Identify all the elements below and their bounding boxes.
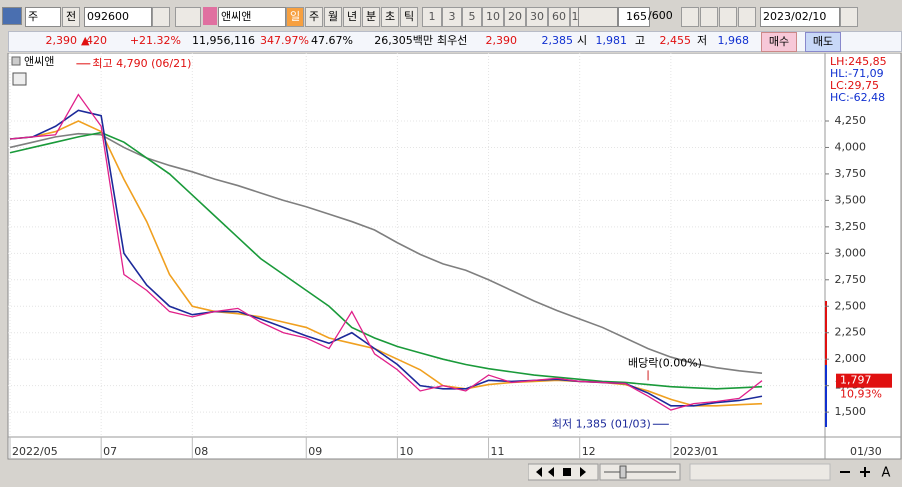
- best-label: 최우선: [437, 34, 468, 47]
- y-tick-label: 4,250: [835, 114, 867, 127]
- nav-next[interactable]: [580, 467, 586, 477]
- low: 1,968: [717, 34, 750, 47]
- period-button[interactable]: 년: [343, 7, 361, 27]
- stat-label: LC:29,75: [830, 79, 879, 92]
- code-input[interactable]: 092600: [84, 7, 152, 27]
- nav-first[interactable]: [548, 467, 554, 477]
- x-tick-label: 2023/01: [673, 445, 719, 458]
- y-tick-label: 2,750: [835, 273, 867, 286]
- stat-label: HL:-71,09: [830, 67, 884, 80]
- market-select[interactable]: 주: [25, 7, 61, 27]
- chart: 앤씨앤 1,5001,7502,0002,2502,5002,7503,0003…: [7, 53, 902, 460]
- search-button[interactable]: [152, 7, 170, 27]
- font-button[interactable]: A: [882, 466, 891, 481]
- last-price-box: [836, 373, 892, 388]
- period-button[interactable]: 주: [305, 7, 323, 27]
- stat-label: LH:245,85: [830, 55, 887, 68]
- turnover: 47.67%: [311, 34, 353, 47]
- y-tick-label: 2,250: [835, 326, 867, 339]
- open: 1,981: [595, 34, 628, 47]
- change: 420: [86, 34, 107, 47]
- count-total: /600: [648, 9, 673, 22]
- date-input[interactable]: 2023/02/10: [760, 7, 840, 27]
- best-ask: 2,390: [485, 34, 518, 47]
- interval-button[interactable]: 3: [442, 7, 462, 27]
- price-line: [9, 93, 763, 411]
- y-tick-label: 2,000: [835, 352, 867, 365]
- sound-button[interactable]: [175, 7, 201, 27]
- nav-prev[interactable]: [536, 467, 542, 477]
- price-line: [9, 132, 763, 374]
- x-end-label: 01/30: [850, 445, 882, 458]
- last-price: 1,797: [840, 374, 872, 387]
- x-tick-label: 11: [491, 445, 505, 458]
- period-button[interactable]: 틱: [400, 7, 418, 27]
- x-tick-label: 08: [194, 445, 208, 458]
- price: 2,390: [45, 34, 78, 47]
- last-change: 10,93%: [840, 388, 882, 401]
- period-button[interactable]: 분: [362, 7, 380, 27]
- annotation: 배당락(0.00%): [628, 356, 702, 369]
- x-tick-label: 07: [103, 445, 117, 458]
- app-icon[interactable]: [2, 7, 22, 25]
- interval-button[interactable]: 1: [422, 7, 442, 27]
- tool-2[interactable]: [700, 7, 718, 27]
- title-icon: [11, 56, 21, 66]
- scroll-controls: A: [528, 463, 891, 481]
- y-tick-label: 3,500: [835, 193, 867, 206]
- price-line: [9, 131, 763, 390]
- up-arrow: ▲: [81, 34, 90, 47]
- tool-strip[interactable]: [689, 463, 831, 481]
- slider-thumb[interactable]: [619, 465, 627, 479]
- volume-rate: 347.97%: [260, 34, 309, 47]
- chart-title: 앤씨앤: [24, 55, 54, 68]
- prev-button[interactable]: 전: [62, 7, 80, 27]
- buy-button[interactable]: 매수: [761, 32, 797, 52]
- period-button[interactable]: 초: [381, 7, 399, 27]
- interval-button[interactable]: 30: [526, 7, 548, 27]
- interval-select[interactable]: [578, 7, 618, 27]
- y-tick-label: 1,500: [835, 405, 867, 418]
- stock-name: 앤씨앤: [218, 7, 286, 27]
- x-tick-label: 10: [399, 445, 413, 458]
- grid-icon: [12, 72, 27, 86]
- tool-4[interactable]: [738, 7, 756, 27]
- sell-button[interactable]: 매도: [805, 32, 841, 52]
- period-button[interactable]: 월: [324, 7, 342, 27]
- type-icon: [203, 7, 217, 25]
- chart-frame: [7, 53, 902, 460]
- high-label: 고: [635, 34, 646, 47]
- y-tick-label: 3,250: [835, 220, 867, 233]
- x-tick-label: 2022/05: [12, 445, 58, 458]
- count-input[interactable]: 165: [618, 7, 650, 27]
- best-bid: 2,385: [541, 34, 574, 47]
- y-tick-label: 4,000: [835, 140, 867, 153]
- interval-button[interactable]: 20: [504, 7, 526, 27]
- open-label: 시: [577, 34, 588, 47]
- x-tick-label: 09: [308, 445, 322, 458]
- annotation: 최고 4,790 (06/21): [92, 57, 191, 70]
- high: 2,455: [659, 34, 692, 47]
- low-label: 저: [697, 34, 708, 47]
- volume: 11,956,116: [192, 34, 255, 47]
- info-bar: 2,390 ▲ 420 +21.32% 11,956,116 347.97% 4…: [8, 31, 902, 52]
- tool-1[interactable]: [681, 7, 699, 27]
- period-button[interactable]: 일: [286, 7, 304, 27]
- y-tick-label: 2,500: [835, 299, 867, 312]
- amount: 26,305백만: [374, 34, 433, 47]
- interval-button[interactable]: 5: [462, 7, 482, 27]
- interval-button[interactable]: 10: [482, 7, 504, 27]
- annotation: 최저 1,385 (01/03): [552, 417, 651, 430]
- x-tick-label: 12: [582, 445, 596, 458]
- calendar-button[interactable]: [840, 7, 858, 27]
- price-line: [9, 109, 763, 407]
- y-tick-label: 3,000: [835, 246, 867, 259]
- y-tick-label: 3,750: [835, 167, 867, 180]
- interval-button[interactable]: 60: [548, 7, 570, 27]
- nav-stop[interactable]: [563, 468, 571, 476]
- stat-label: HC:-62,48: [830, 91, 885, 104]
- change-rate: +21.32%: [129, 34, 181, 47]
- tool-3[interactable]: [719, 7, 737, 27]
